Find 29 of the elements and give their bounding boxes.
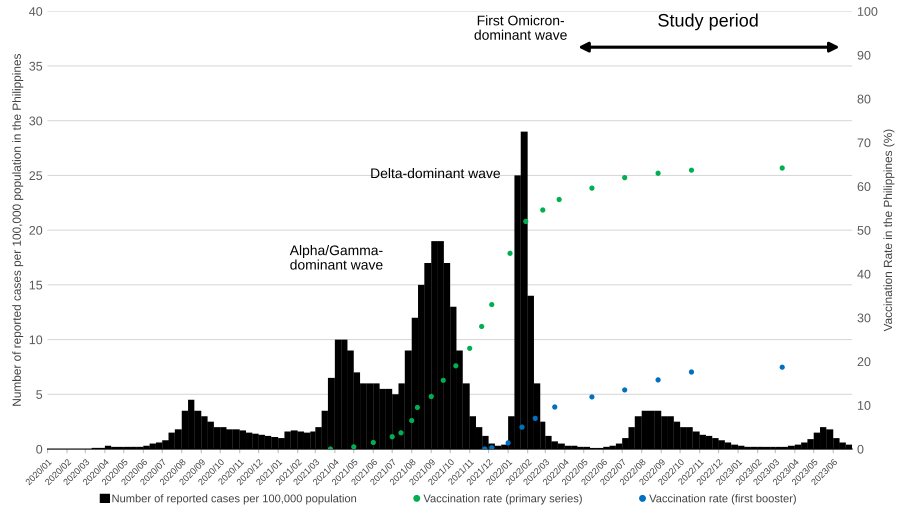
y-axis-title: Number of reported cases per 100,000 population in the Philippines bbox=[12, 54, 24, 406]
y2-tick-label: 100 bbox=[858, 7, 878, 16]
annotation: First Omicron- dominant wave bbox=[474, 15, 567, 40]
y-tick-label: 15 bbox=[30, 280, 42, 290]
y2-tick-label: 90 bbox=[858, 50, 870, 60]
y-tick-label: 30 bbox=[29, 116, 42, 126]
y-tick-label: 0 bbox=[36, 444, 42, 454]
y-tick-label: 35 bbox=[29, 62, 42, 71]
annotation: Study period bbox=[658, 13, 758, 30]
legend-label: Vaccination rate (primary series) bbox=[423, 494, 582, 505]
y2-tick-label: 70 bbox=[858, 138, 870, 148]
y2-tick-label: 60 bbox=[858, 182, 870, 192]
y-tick-label: 20 bbox=[29, 226, 42, 235]
y2-tick-label: 0 bbox=[858, 444, 864, 454]
annotation: Delta-dominant wave bbox=[371, 168, 500, 178]
y2-tick-label: 80 bbox=[858, 94, 870, 104]
y2-tick-label: 10 bbox=[858, 401, 870, 410]
annotation: Alpha/Gamma- dominant wave bbox=[290, 245, 383, 270]
y2-tick-label: 20 bbox=[858, 357, 870, 366]
y-tick-label: 40 bbox=[29, 7, 42, 16]
legend-label: Vaccination rate (first booster) bbox=[649, 494, 796, 505]
y2-tick-label: 30 bbox=[857, 313, 870, 322]
y2-tick-label: 50 bbox=[858, 226, 870, 235]
y-tick-label: 10 bbox=[30, 335, 42, 344]
y2-tick-label: 40 bbox=[857, 270, 870, 279]
y-tick-label: 25 bbox=[29, 171, 42, 180]
y-tick-label: 5 bbox=[36, 390, 42, 399]
y2-axis-title: Vaccination Rate in the Philippines (%) bbox=[883, 130, 894, 332]
legend-label: Number of reported cases per 100,000 population bbox=[112, 494, 356, 505]
